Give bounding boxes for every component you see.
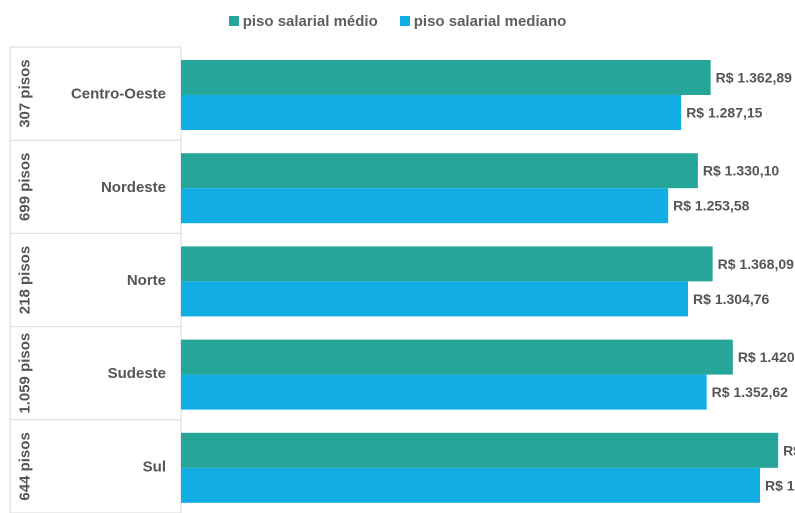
group-count-label: 644 pisos	[17, 432, 34, 500]
bar-mediano	[181, 281, 689, 317]
data-label-mediano: R$ 1.352,62	[712, 384, 788, 400]
group-count-label: 699 pisos	[17, 153, 34, 221]
group-count-label: 218 pisos	[17, 246, 34, 314]
category-label: Norte	[127, 272, 166, 289]
data-label-medio: R$ 1.536,67	[783, 442, 795, 458]
group-count-label: 307 pisos	[17, 59, 34, 127]
chart-legend: piso salarial médio piso salarial median…	[0, 10, 795, 32]
bar-medio	[181, 246, 713, 282]
data-label-mediano: R$ 1.304,76	[693, 291, 769, 307]
legend-item-mediano: piso salarial mediano	[399, 12, 567, 30]
bar-medio	[181, 432, 779, 468]
bar-mediano	[181, 467, 761, 503]
category-label: Nordeste	[101, 179, 166, 196]
bar-medio	[181, 60, 711, 95]
category-label: Centro-Oeste	[71, 86, 166, 103]
bar-medio	[181, 339, 733, 375]
legend-swatch-mediano	[399, 16, 410, 26]
category-label: Sul	[143, 458, 166, 475]
data-label-medio: R$ 1.420,00	[738, 349, 795, 365]
category-label: Sudeste	[108, 365, 166, 382]
data-label-mediano: R$ 1.253,58	[673, 198, 749, 214]
bar-medio	[181, 153, 698, 189]
data-label-mediano: R$ 1.287,15	[686, 105, 762, 121]
legend-label-mediano: piso salarial mediano	[413, 12, 567, 30]
data-label-medio: R$ 1.368,09	[718, 256, 794, 272]
bar-mediano	[181, 188, 669, 224]
data-label-mediano: R$ 1.490,00	[765, 477, 795, 493]
bar-mediano	[181, 95, 682, 130]
legend-swatch-medio	[228, 16, 239, 26]
legend-label-medio: piso salarial médio	[242, 12, 378, 30]
data-label-medio: R$ 1.330,10	[703, 163, 779, 179]
group-count-label: 1.059 pisos	[17, 333, 34, 414]
data-label-medio: R$ 1.362,89	[716, 70, 792, 86]
legend-item-medio: piso salarial médio	[228, 12, 378, 30]
bar-mediano	[181, 374, 707, 410]
